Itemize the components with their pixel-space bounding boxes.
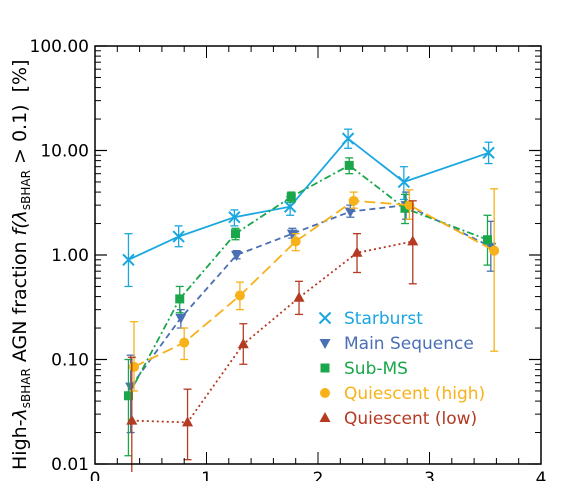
data-point <box>283 200 297 213</box>
series-starburst <box>122 128 495 288</box>
x-tick-label: 4 <box>536 469 547 481</box>
y-tick-label: 0.10 <box>51 351 89 371</box>
data-point <box>407 235 419 246</box>
data-point <box>179 337 190 348</box>
ylabel-f: f(λ <box>9 210 31 235</box>
series-line <box>131 240 413 424</box>
data-point <box>351 246 363 257</box>
ylabel-unit: [%] <box>9 60 31 93</box>
data-point <box>341 132 355 145</box>
series-quiescent-low- <box>126 200 419 472</box>
data-point <box>172 230 185 243</box>
data-point <box>182 416 194 427</box>
data-point <box>397 175 411 189</box>
data-point <box>344 160 354 170</box>
data-point <box>230 229 240 239</box>
data-point <box>286 229 298 240</box>
y-axis-label: High-λsBHAR AGN fraction f(λsBHAR > 0.1)… <box>9 60 33 471</box>
data-point <box>126 414 138 425</box>
data-point <box>290 236 301 247</box>
data-point <box>129 361 140 372</box>
legend-label: Quiescent (high) <box>344 384 485 404</box>
ylabel-lambda: λ <box>9 408 31 420</box>
data-point <box>482 235 492 245</box>
svg-text:High-λsBHAR AGN fraction f(λs: High-λsBHAR AGN fraction f(λsBHAR > 0.1)… <box>9 60 33 471</box>
data-point <box>404 200 415 211</box>
series-quiescent-high- <box>129 188 500 392</box>
x-tick-label: 1 <box>201 469 212 481</box>
legend-label: Starburst <box>344 309 423 329</box>
data-point <box>122 253 135 266</box>
data-point <box>348 195 359 206</box>
data-point <box>344 207 356 218</box>
y-tick-label: 0.01 <box>51 455 89 475</box>
x-tick-label: 0 <box>90 469 101 481</box>
ylabel-high: High- <box>9 419 31 470</box>
legend-marker <box>319 412 331 422</box>
legend-marker <box>318 311 332 325</box>
data-point <box>175 313 187 324</box>
ylabel-f-sub: sBHAR <box>19 170 33 210</box>
data-point <box>228 210 241 224</box>
data-point <box>234 290 245 301</box>
series-sub-ms <box>123 157 492 457</box>
legend-label: Main Sequence <box>344 334 474 354</box>
data-point <box>175 294 185 304</box>
legend-marker <box>320 388 330 398</box>
data-point <box>482 146 495 160</box>
data-point <box>293 291 305 302</box>
data-point <box>237 338 249 349</box>
legend-label: Sub-MS <box>344 359 408 379</box>
x-tick-label: 2 <box>313 469 324 481</box>
ylabel-main: AGN fraction <box>9 235 31 368</box>
x-tick-label: 3 <box>424 469 435 481</box>
data-point <box>231 251 243 261</box>
data-point <box>286 192 296 202</box>
legend-marker <box>320 363 330 373</box>
data-point <box>489 245 500 256</box>
data-point <box>400 203 410 213</box>
ylabel-f-tail: > 0.1) <box>9 104 31 170</box>
legend: Starburst Main Sequence Sub-MS Quiescent (h… <box>318 309 485 429</box>
ylabel-sub: sBHAR <box>19 368 33 408</box>
series-line <box>127 164 488 397</box>
y-tick-label: 1.00 <box>51 246 89 266</box>
legend-marker <box>319 339 331 349</box>
legend-label: Quiescent (low) <box>344 409 477 429</box>
y-tick-label: 10.00 <box>40 142 89 162</box>
y-tick-label: 100.00 <box>30 37 89 57</box>
data-point <box>123 391 133 401</box>
